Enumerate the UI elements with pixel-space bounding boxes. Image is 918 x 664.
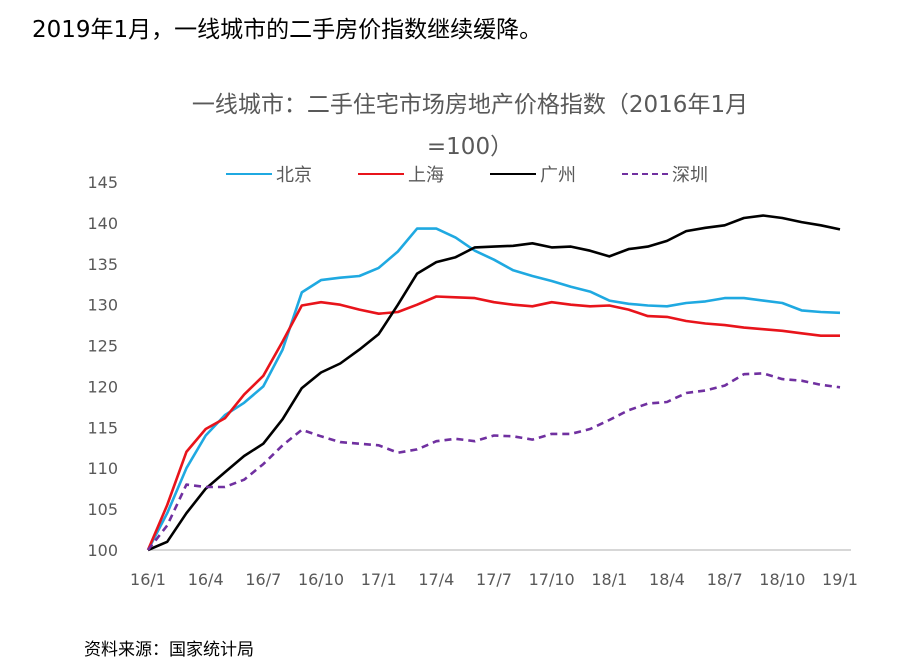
- legend-swatch: [226, 173, 272, 175]
- x-tick-label: 16/1: [130, 570, 166, 589]
- x-tick-label: 18/7: [707, 570, 743, 589]
- legend-label: 深圳: [672, 165, 708, 186]
- chart-legend: 北京 上海 广州 深圳: [226, 161, 754, 187]
- y-tick-label: 135: [87, 255, 118, 274]
- x-tick-label: 18/4: [649, 570, 685, 589]
- chart-title: 一线城市：二手住宅市场房地产价格指数（2016年1月 =100）: [160, 84, 780, 168]
- headline: 2019年1月，一线城市的二手房价指数继续缓降。: [32, 17, 543, 43]
- legend-item-2: 上海: [358, 161, 444, 187]
- legend-item-4: 深圳: [622, 161, 708, 187]
- x-tick-label: 18/1: [591, 570, 627, 589]
- y-tick-label: 130: [87, 296, 118, 315]
- x-tick-label: 16/7: [245, 570, 281, 589]
- x-tick-label: 19/1: [822, 570, 858, 589]
- legend-label: 北京: [276, 165, 312, 186]
- x-tick-label: 17/4: [418, 570, 454, 589]
- legend-item-1: 北京: [226, 161, 312, 187]
- x-tick-label: 17/1: [361, 570, 397, 589]
- legend-label: 广州: [540, 165, 576, 186]
- y-tick-label: 110: [87, 459, 118, 478]
- y-tick-label: 105: [87, 500, 118, 519]
- series-line-4: [146, 372, 841, 551]
- legend-item-3: 广州: [490, 161, 576, 187]
- x-tick-label: 17/10: [529, 570, 575, 589]
- chart-title-line-1: 一线城市：二手住宅市场房地产价格指数（2016年1月: [191, 92, 749, 118]
- y-tick-label: 125: [87, 337, 118, 356]
- legend-label: 上海: [408, 165, 444, 186]
- legend-swatch: [490, 173, 536, 175]
- x-tick-label: 18/10: [759, 570, 805, 589]
- x-tick-label: 16/10: [298, 570, 344, 589]
- legend-swatch: [622, 173, 668, 175]
- chart-title-line-2: =100）: [426, 134, 514, 160]
- y-tick-label: 115: [87, 418, 118, 437]
- y-tick-label: 120: [87, 377, 118, 396]
- source-note: 资料来源：国家统计局: [84, 640, 254, 660]
- series-line-1: [146, 227, 841, 551]
- series-line-2: [146, 295, 840, 551]
- y-tick-label: 145: [87, 173, 118, 192]
- series-line-3: [147, 214, 841, 552]
- y-tick-label: 140: [87, 214, 118, 233]
- x-tick-label: 16/4: [188, 570, 224, 589]
- y-tick-label: 100: [87, 541, 118, 560]
- legend-swatch: [358, 173, 404, 175]
- x-tick-label: 17/7: [476, 570, 512, 589]
